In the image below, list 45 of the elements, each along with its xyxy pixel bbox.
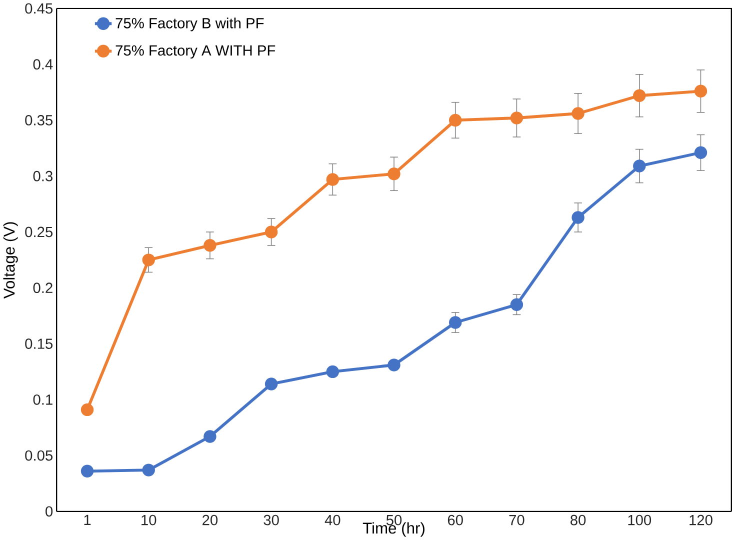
point: [204, 430, 216, 443]
y-tick-label: 0.2: [33, 282, 52, 294]
legend-label: 75% Factory B with PF: [116, 18, 264, 32]
point: [448, 114, 462, 127]
point: [510, 298, 524, 311]
point: [142, 464, 155, 476]
y-tick-label: 0.1: [33, 394, 52, 405]
point: [694, 146, 708, 159]
y-tick-label: 0.4: [33, 59, 53, 70]
x-tick-label: 1: [84, 514, 91, 525]
y-tick-label: 0: [46, 506, 53, 517]
point: [326, 365, 340, 378]
x-tick-label: 80: [570, 514, 586, 526]
x-tick-label: 120: [690, 514, 712, 526]
point: [264, 378, 278, 390]
y-tick-label: 0.45: [25, 3, 53, 14]
y-tick-label: 0.25: [25, 226, 53, 238]
y-tick-label: 0.35: [25, 115, 53, 126]
x-tick-label: 40: [324, 514, 340, 526]
x-tick-label: 20: [202, 514, 218, 526]
y-tick-label: 0.15: [25, 338, 53, 349]
point: [326, 173, 340, 186]
point: [572, 107, 584, 120]
point: [264, 226, 278, 238]
legend-label: 75% Factory A WITH PF: [116, 45, 276, 59]
point: [633, 160, 646, 172]
point: [80, 464, 94, 478]
x-tick-label: 30: [264, 514, 279, 526]
point: [388, 167, 400, 180]
point: [510, 112, 524, 124]
point: [694, 84, 708, 98]
x-tick-label: 60: [448, 514, 463, 526]
y-tick-label: 0.05: [25, 450, 53, 461]
x-tick-label: 70: [509, 514, 524, 526]
point: [448, 316, 462, 329]
y-axis-title: Voltage (V): [3, 222, 18, 299]
point: [572, 211, 584, 224]
point: [388, 358, 400, 372]
x-tick-label: 100: [628, 514, 652, 526]
point: [80, 403, 94, 416]
y-tick-label: 0.3: [33, 170, 52, 182]
point: [142, 254, 155, 266]
point: [204, 239, 216, 252]
x-tick-label: 10: [142, 514, 156, 526]
point: [633, 89, 646, 102]
